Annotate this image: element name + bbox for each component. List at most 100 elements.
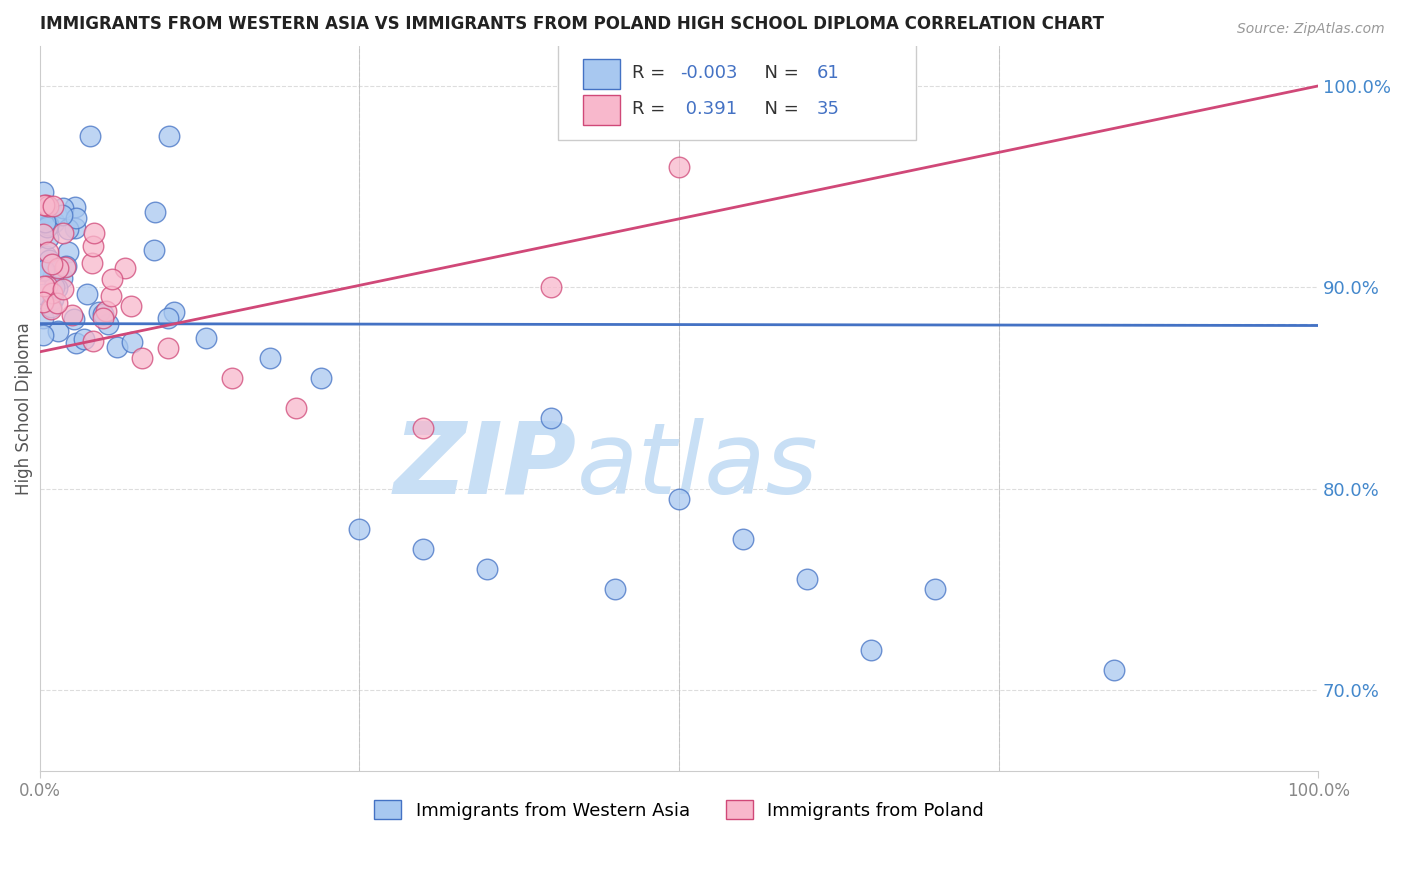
Point — [32, 278, 55, 293]
Text: atlas: atlas — [576, 417, 818, 515]
Point — [31, 264, 53, 278]
Point — [121, 335, 143, 350]
Text: N =: N = — [754, 101, 804, 119]
Point — [46, 281, 69, 295]
Point — [63, 221, 86, 235]
Point — [91, 311, 114, 326]
Point — [143, 243, 166, 257]
Point — [46, 295, 69, 310]
Point — [91, 307, 114, 321]
Point — [41, 300, 63, 314]
Point — [349, 522, 371, 536]
Point — [73, 332, 96, 346]
Point — [156, 341, 179, 355]
Point — [35, 216, 58, 230]
Text: N =: N = — [754, 64, 804, 82]
Point — [35, 249, 58, 263]
Point — [477, 562, 499, 576]
Point — [259, 351, 281, 365]
Point — [97, 317, 120, 331]
Point — [39, 301, 62, 316]
Point — [79, 129, 101, 144]
Point — [1102, 663, 1125, 677]
Point — [56, 245, 79, 260]
Point — [157, 129, 180, 144]
Point — [63, 312, 86, 326]
Point — [31, 185, 53, 199]
Point — [156, 310, 179, 325]
Point — [34, 215, 56, 229]
Text: 35: 35 — [817, 101, 841, 119]
Point — [412, 421, 434, 435]
FancyBboxPatch shape — [583, 59, 620, 89]
FancyBboxPatch shape — [583, 95, 620, 126]
Text: ZIP: ZIP — [394, 417, 576, 515]
Point — [53, 260, 76, 274]
Point — [46, 324, 69, 338]
Point — [131, 351, 153, 365]
Point — [42, 269, 65, 284]
Point — [35, 279, 58, 293]
Point — [63, 200, 86, 214]
Point — [796, 573, 818, 587]
Point — [105, 340, 128, 354]
Point — [101, 271, 124, 285]
Point — [42, 292, 65, 306]
Point — [37, 215, 59, 229]
Point — [195, 331, 218, 345]
Point — [145, 205, 167, 219]
Point — [52, 226, 75, 240]
Point — [31, 287, 53, 301]
Point — [52, 201, 75, 215]
Point — [42, 215, 65, 229]
Point — [87, 305, 110, 319]
Point — [65, 336, 87, 351]
Point — [31, 311, 53, 326]
Text: -0.003: -0.003 — [681, 64, 738, 82]
Point — [37, 245, 59, 260]
Point — [309, 371, 332, 385]
Point — [46, 260, 69, 275]
Point — [82, 334, 104, 349]
Text: 61: 61 — [817, 64, 839, 82]
Text: 0.391: 0.391 — [681, 101, 737, 119]
Point — [37, 220, 59, 235]
Point — [32, 263, 55, 277]
Point — [58, 222, 80, 236]
Point — [55, 259, 77, 273]
Point — [34, 198, 56, 212]
Point — [41, 257, 63, 271]
Text: IMMIGRANTS FROM WESTERN ASIA VS IMMIGRANTS FROM POLAND HIGH SCHOOL DIPLOMA CORRE: IMMIGRANTS FROM WESTERN ASIA VS IMMIGRAN… — [39, 15, 1104, 33]
Point — [221, 371, 243, 385]
Point — [540, 280, 562, 294]
Point — [42, 280, 65, 294]
Point — [51, 270, 73, 285]
Point — [38, 253, 60, 268]
Point — [668, 491, 690, 506]
Point — [82, 239, 104, 253]
Point — [83, 226, 105, 240]
Point — [120, 299, 142, 313]
Point — [31, 294, 53, 309]
FancyBboxPatch shape — [558, 42, 915, 140]
Point — [412, 542, 434, 557]
Point — [37, 218, 59, 232]
Point — [32, 198, 55, 212]
Point — [605, 582, 627, 597]
Text: Source: ZipAtlas.com: Source: ZipAtlas.com — [1237, 22, 1385, 37]
Legend: Immigrants from Western Asia, Immigrants from Poland: Immigrants from Western Asia, Immigrants… — [367, 793, 991, 827]
Text: R =: R = — [631, 64, 671, 82]
Point — [60, 308, 83, 322]
Point — [94, 304, 117, 318]
Point — [284, 401, 307, 416]
Point — [31, 227, 53, 242]
Point — [65, 211, 87, 226]
Text: R =: R = — [631, 101, 671, 119]
Point — [114, 260, 136, 275]
Point — [668, 160, 690, 174]
Point — [41, 285, 63, 300]
Point — [540, 411, 562, 425]
Point — [51, 208, 73, 222]
Point — [52, 282, 75, 296]
Point — [100, 289, 122, 303]
